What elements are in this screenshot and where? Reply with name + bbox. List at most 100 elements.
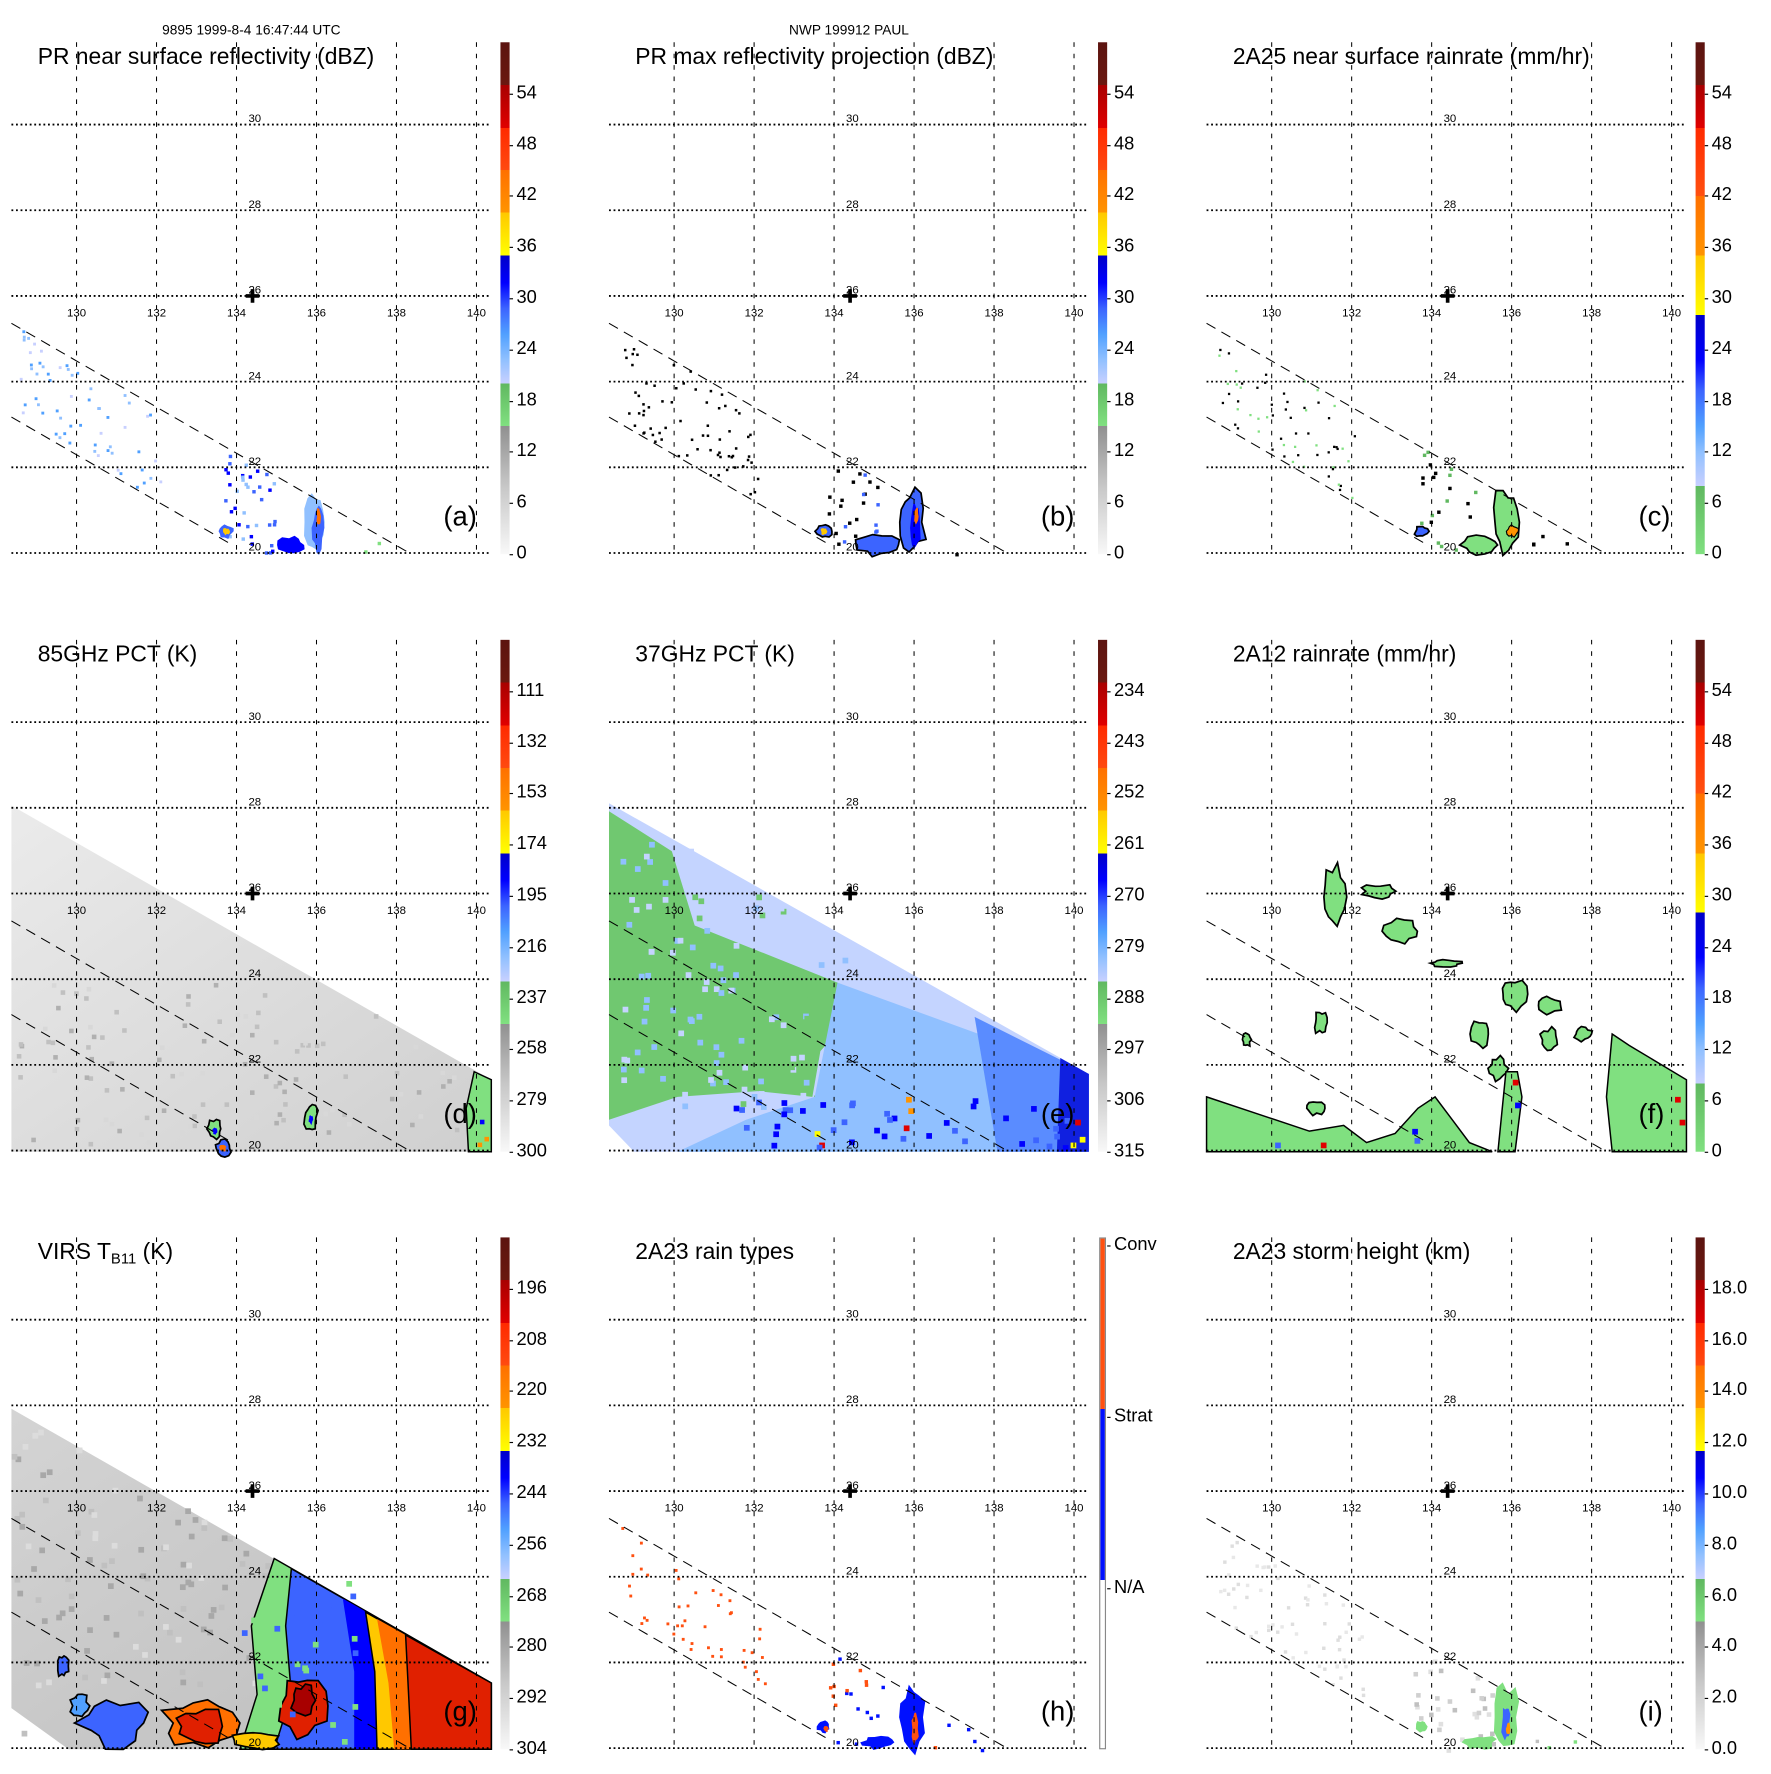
rain-type-pixel xyxy=(676,1624,680,1628)
lon-tick-label: 138 xyxy=(985,307,1004,319)
virs-pixel xyxy=(180,1679,187,1686)
colorbar-label: 36 xyxy=(509,236,537,257)
reflectivity-pixel xyxy=(664,426,667,430)
pct-pixel xyxy=(733,942,740,949)
rain-type-pixel xyxy=(711,1589,715,1592)
pct-pixel xyxy=(200,1071,205,1076)
pct-pixel xyxy=(830,1127,837,1133)
pct-pixel xyxy=(86,986,92,992)
lon-tick-label: 140 xyxy=(1065,1503,1084,1515)
height-pixel xyxy=(1245,1583,1250,1588)
height-pixel xyxy=(1331,1683,1335,1687)
lon-tick-label: 136 xyxy=(307,905,326,917)
rain-pixel xyxy=(1466,501,1470,506)
height-pixel xyxy=(1344,1630,1348,1635)
pct-pixel xyxy=(900,1135,907,1142)
pct-pixel xyxy=(447,1079,452,1084)
pr-swath-edge xyxy=(608,920,1010,1153)
pct-pixel xyxy=(156,1057,162,1063)
pct-pixel xyxy=(972,1098,979,1104)
reflectivity-pixel xyxy=(677,454,681,458)
reflectivity-pixel xyxy=(828,495,832,499)
rain-pixel xyxy=(1283,455,1286,458)
rain-type-pixel xyxy=(639,1541,643,1545)
rain-pixel xyxy=(1226,382,1229,386)
pct-pixel xyxy=(643,853,650,860)
lon-tick-label: 138 xyxy=(387,905,406,917)
rain-cell xyxy=(1538,1025,1559,1052)
pct-pixel xyxy=(684,979,691,986)
pct-pixel xyxy=(620,858,627,865)
reflectivity-pixel xyxy=(89,387,93,391)
height-pixel xyxy=(1290,1622,1295,1627)
lon-tick-label: 138 xyxy=(1582,1503,1601,1515)
pct-pixel xyxy=(738,1037,745,1044)
storm-center-cross-icon xyxy=(1440,289,1455,303)
pct-pixel xyxy=(254,1024,260,1030)
pct-pixel xyxy=(91,1034,97,1040)
reflectivity-pixel xyxy=(68,441,72,445)
rain-pixel xyxy=(1256,386,1259,389)
lon-tick-label: 132 xyxy=(147,1503,166,1515)
reflectivity-pixel xyxy=(709,474,713,477)
lon-tick-label: 136 xyxy=(1502,307,1521,319)
lon-tick-label: 136 xyxy=(307,307,326,319)
panel-title: PR max reflectivity projection (dBZ) xyxy=(635,45,993,71)
pct-pixel xyxy=(74,1126,80,1132)
colorbar-label: 8.0 xyxy=(1704,1534,1738,1554)
reflectivity-pixel xyxy=(22,330,26,334)
panel-title: PR near surface reflectivity (dBZ) xyxy=(38,45,375,71)
rain-pixel xyxy=(1270,403,1273,406)
pct-pixel xyxy=(153,1005,159,1010)
virs-pixel xyxy=(76,1447,83,1454)
rain-pixel xyxy=(1445,499,1449,503)
panel-letter: (b) xyxy=(1040,501,1075,533)
pct-pixel xyxy=(16,1054,22,1059)
pct-pixel xyxy=(1070,1142,1077,1149)
rain-pixel xyxy=(1436,541,1441,545)
colorbar-label: 54 xyxy=(1107,83,1135,103)
rain-pixel xyxy=(1315,444,1318,447)
reflectivity-pixel xyxy=(66,368,70,371)
reflectivity-pixel xyxy=(717,406,721,410)
reflectivity-pixel xyxy=(719,455,722,459)
pct-pixel xyxy=(789,1064,795,1071)
lat-tick-label: 20 xyxy=(1444,1139,1457,1151)
reflectivity-pixel xyxy=(106,416,110,419)
reflectivity-pixel xyxy=(649,427,652,430)
pct-region-mid xyxy=(677,982,1089,1152)
rain-pixel xyxy=(1421,482,1425,486)
virs-pixel xyxy=(175,1519,181,1526)
lat-tick-label: 24 xyxy=(1444,968,1457,980)
virs-pixel xyxy=(334,1725,341,1732)
pct-pixel xyxy=(818,962,825,968)
lat-tick-label: 22 xyxy=(846,456,859,468)
height-pixel xyxy=(1276,1630,1280,1634)
rain-pixel xyxy=(1317,401,1320,404)
reflectivity-pixel xyxy=(868,480,872,484)
map-d: 130 132 134 136 138 140 30 28 26 24 22 20 xyxy=(11,639,493,1158)
pct-pixel xyxy=(656,1103,663,1110)
reflectivity-pixel xyxy=(854,517,859,522)
colorbar-label: 42 xyxy=(1107,185,1135,205)
pct-pixel xyxy=(943,1120,950,1126)
reflectivity-pixel xyxy=(106,449,110,453)
pct-pixel xyxy=(662,977,668,984)
rain-pixel xyxy=(1284,408,1288,411)
pct-pixel xyxy=(906,1096,912,1103)
lat-tick-label: 22 xyxy=(248,1651,261,1663)
pct-pixel xyxy=(88,1024,93,1030)
pct-pixel xyxy=(810,942,816,948)
pct-pixel xyxy=(42,1026,48,1032)
reflectivity-pixel xyxy=(228,534,232,539)
pct-pixel xyxy=(1033,1137,1039,1144)
pct-pixel xyxy=(742,1064,749,1071)
pct-pixel xyxy=(461,1107,466,1113)
reflectivity-pixel xyxy=(97,407,101,410)
reflectivity-pixel xyxy=(637,394,641,398)
pct-pixel xyxy=(716,1069,723,1076)
colorbar-label: 36 xyxy=(1107,236,1135,257)
colorbar-label: 30 xyxy=(1107,287,1135,308)
virs-pixel xyxy=(101,1678,107,1684)
